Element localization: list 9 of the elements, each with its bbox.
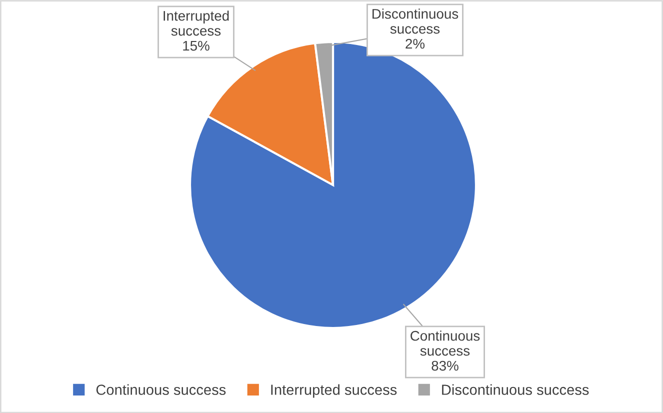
legend-label: Discontinuous success	[442, 384, 589, 395]
slice-label: Interrupted success	[164, 10, 229, 36]
data-label: 83%	[432, 360, 458, 371]
legend-label: Continuous success	[96, 384, 226, 395]
data-label: 15%	[183, 40, 210, 51]
legend-label: Interrupted success	[271, 384, 397, 398]
slice-label: Discontinuous success	[372, 8, 458, 34]
data-label: 2%	[406, 38, 425, 49]
slice-label: Continuous success	[410, 330, 480, 356]
